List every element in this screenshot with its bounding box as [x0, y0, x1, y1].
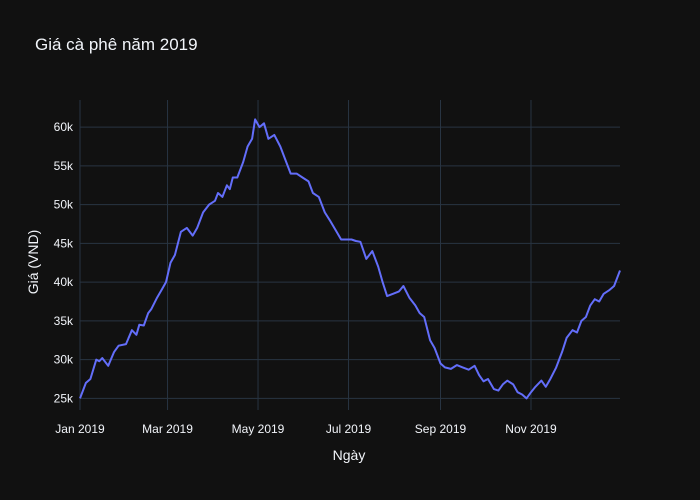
y-tick-label: 45k	[54, 236, 74, 250]
price-series-line	[79, 118, 621, 400]
x-tick-label: Nov 2019	[505, 422, 557, 436]
y-tick-label: 40k	[54, 275, 74, 289]
chart-title: Giá cà phê năm 2019	[35, 35, 198, 54]
x-axis-ticks: Jan 2019 Mar 2019 May 2019 Jul 2019 Sep 2019…	[55, 422, 557, 436]
y-tick-label: 30k	[54, 353, 74, 367]
x-tick-label: Jul 2019	[326, 422, 372, 436]
y-axis-title: Giá (VND)	[25, 230, 41, 295]
x-tick-label: Mar 2019	[142, 422, 193, 436]
y-tick-label: 35k	[54, 314, 74, 328]
x-axis-title: Ngày	[333, 447, 366, 463]
series-layer	[79, 118, 621, 400]
x-tick-label: Sep 2019	[415, 422, 467, 436]
y-tick-label: 50k	[54, 198, 74, 212]
y-tick-label: 60k	[54, 120, 74, 134]
x-tick-label: May 2019	[232, 422, 285, 436]
y-axis-ticks: 25k 30k 35k 40k 45k 50k 55k 60k	[54, 120, 74, 405]
x-tick-label: Jan 2019	[55, 422, 105, 436]
y-tick-label: 55k	[54, 159, 74, 173]
grid-lines	[79, 100, 620, 410]
y-tick-label: 25k	[54, 391, 74, 405]
